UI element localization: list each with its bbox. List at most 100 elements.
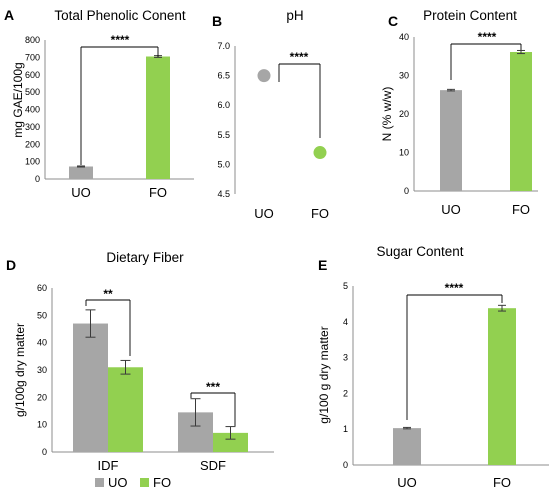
significance-label-e: ****: [445, 281, 464, 295]
y-ticks-c: 0 10 20 30 40: [399, 32, 409, 196]
y-tick-label-a: 500: [25, 87, 40, 97]
y-tick-label-c: 20: [399, 109, 409, 119]
chart-title-b: pH: [286, 8, 303, 23]
x-tick-label-e: UO: [397, 475, 417, 490]
panel-letter-e: E: [318, 257, 327, 273]
x-ticks-a: UO FO: [71, 185, 167, 200]
x-tick-label-e: FO: [493, 475, 511, 490]
points-b: [257, 69, 327, 160]
chart-title-c: Protein Content: [423, 8, 517, 23]
legend-swatch-uo: [95, 478, 104, 487]
y-tick-label-c: 10: [399, 148, 409, 158]
significance-label-a: ****: [111, 33, 130, 47]
x-ticks-b: UO FO: [254, 206, 329, 221]
y-tick-label-b: 6.5: [217, 71, 230, 81]
error-bars-d: [85, 309, 236, 440]
y-tick-label-d: 30: [37, 365, 47, 375]
panel-dietary-fiber: D Dietary Fiber g/100g dry matter 0 10 20 3…: [6, 250, 274, 490]
x-tick-label-c: UO: [441, 202, 461, 217]
bar-d: [213, 432, 248, 452]
error-bars-e: [403, 304, 506, 430]
y-ticks-d: 0 10 20 30 40 50 60: [37, 283, 47, 457]
bars-c: [440, 52, 532, 191]
y-tick-label-e: 3: [343, 353, 348, 363]
y-tick-label-a: 400: [25, 105, 40, 115]
panel-sugar: E Sugar Content g/100 g dry matter 0 1 2 3 4…: [317, 244, 549, 490]
y-tick-label-b: 5.5: [217, 130, 230, 140]
y-tick-label-a: 300: [25, 122, 40, 132]
y-axis-label-d: g/100g dry matter: [13, 323, 27, 417]
x-tick-label-d: IDF: [98, 458, 119, 473]
x-tick-label-a: UO: [71, 185, 91, 200]
x-tick-label-b: UO: [254, 206, 274, 221]
y-tick-label-b: 4.5: [217, 189, 230, 199]
legend-label-uo: UO: [108, 475, 128, 490]
legend-swatch-fo: [140, 478, 149, 487]
y-ticks-a: 0 100 200 300 400 500 600 700 800: [25, 35, 40, 184]
y-tick-label-a: 600: [25, 70, 40, 80]
x-tick-label-a: FO: [149, 185, 167, 200]
significance-label-c: ****: [478, 30, 497, 44]
chart-title-a: Total Phenolic Conent: [54, 8, 186, 23]
x-tick-label-c: FO: [512, 202, 530, 217]
y-tick-label-b: 6.0: [217, 100, 230, 110]
bar-d: [73, 323, 108, 452]
chart-title-e: Sugar Content: [376, 244, 463, 259]
y-tick-label-c: 0: [404, 186, 409, 196]
y-tick-label-a: 200: [25, 139, 40, 149]
y-tick-label-b: 7.0: [217, 41, 230, 51]
y-tick-label-b: 5.0: [217, 159, 230, 169]
y-axis-label-a: mg GAE/100g: [11, 62, 25, 137]
y-ticks-b: 4.5 5.0 5.5 6.0 6.5 7.0: [217, 41, 230, 199]
significance-label-d1: **: [103, 287, 113, 301]
bar-e: [488, 308, 516, 465]
panel-letter-c: C: [388, 13, 398, 29]
y-axis-label-c: N (% w/w): [380, 87, 394, 142]
x-ticks-c: UO FO: [441, 202, 530, 217]
y-tick-label-c: 30: [399, 71, 409, 81]
y-tick-label-a: 800: [25, 35, 40, 45]
panel-letter-d: D: [6, 257, 16, 273]
x-ticks-d: IDF SDF: [98, 458, 227, 473]
panel-ph: B pH 4.5 5.0 5.5 6.0 6.5 7.0 UO FO ****: [212, 8, 329, 221]
y-tick-label-d: 60: [37, 283, 47, 293]
significance-label-d2: ***: [206, 380, 220, 394]
y-tick-label-e: 1: [343, 424, 348, 434]
x-tick-label-d: SDF: [200, 458, 226, 473]
legend: UO FO: [95, 475, 171, 490]
y-tick-label-e: 0: [343, 460, 348, 470]
y-tick-label-d: 50: [37, 310, 47, 320]
y-tick-label-d: 0: [42, 447, 47, 457]
x-ticks-e: UO FO: [397, 475, 511, 490]
y-tick-label-e: 2: [343, 388, 348, 398]
data-point-b: [313, 146, 327, 160]
panel-protein: C Protein Content N (% w/w) 0 10 20 30 40 UO…: [380, 8, 538, 217]
bar-e: [393, 428, 421, 465]
bars-e: [393, 308, 516, 465]
panel-letter-b: B: [212, 13, 222, 29]
legend-label-fo: FO: [153, 475, 171, 490]
bar-c: [440, 90, 462, 191]
bar-a: [146, 56, 170, 179]
y-tick-label-e: 4: [343, 317, 348, 327]
y-tick-label-e: 5: [343, 281, 348, 291]
panel-total-phenolic: A Total Phenolic Conent mg GAE/100g 0 100…: [4, 7, 194, 200]
y-tick-label-c: 40: [399, 32, 409, 42]
chart-title-d: Dietary Fiber: [106, 250, 184, 265]
data-point-b: [257, 69, 271, 83]
y-tick-label-a: 100: [25, 157, 40, 167]
bar-d: [108, 367, 143, 452]
y-tick-label-d: 40: [37, 338, 47, 348]
x-tick-label-b: FO: [311, 206, 329, 221]
error-bars-c: [447, 49, 525, 92]
bars-a: [69, 56, 170, 179]
significance-label-b: ****: [290, 50, 309, 64]
y-tick-label-a: 0: [35, 174, 40, 184]
bar-a: [69, 166, 93, 179]
y-tick-label-a: 700: [25, 52, 40, 62]
y-tick-label-d: 20: [37, 392, 47, 402]
y-ticks-e: 0 1 2 3 4 5: [343, 281, 348, 470]
panel-letter-a: A: [4, 7, 14, 23]
bar-c: [510, 52, 532, 191]
